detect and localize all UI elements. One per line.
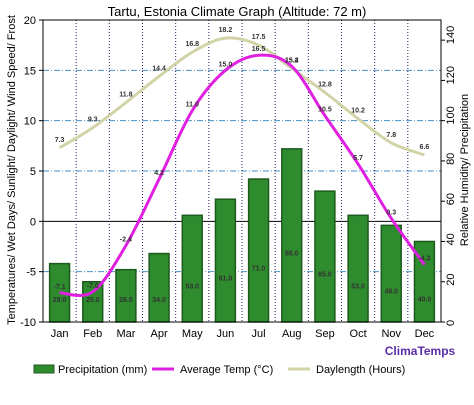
right-tick-label: 80 [445,153,457,165]
precip-value-label: 26.0 [119,297,133,304]
precip-value-label: 20.0 [86,297,100,304]
legend: Precipitation (mm) Average Temp (°C) Day… [33,364,405,376]
precip-bar [281,148,303,323]
precip-value-label: 86.0 [285,250,299,257]
x-tick-label: Jan [51,328,69,340]
precip-bar [148,252,170,323]
labels-layer: 29.0 20.0 26.0 34.0 53.0 61.0 71.0 86.0 65.0 53.0… [53,27,432,304]
x-tick-label: Apr [151,328,168,340]
x-tick-label: Sep [315,328,335,340]
precip-value-label: 48.0 [384,289,398,296]
x-tick-label: May [182,328,203,340]
left-tick-label: 20 [24,15,36,27]
left-tick-label: -5 [26,267,36,279]
left-tick-label: -10 [20,317,36,329]
precip-bar [181,214,203,323]
daylength-value-label: 6.6 [420,144,430,151]
x-tick-label: Nov [381,328,401,340]
legend-temp-label: Average Temp (°C) [180,364,273,376]
bars-layer [48,148,436,323]
x-tick-label: Oct [350,328,367,340]
precip-bar [380,224,402,323]
temp-value-label: 10.5 [318,107,332,114]
temp-value-label: -4.3 [418,256,430,263]
x-tick-label: Aug [282,328,302,340]
temp-value-label: 15.4 [285,57,299,64]
precip-bar [247,178,270,323]
temp-value-label: 15.0 [219,61,233,68]
precip-value-label: 61.0 [219,276,233,283]
daylength-value-label: 9.3 [88,117,98,124]
x-tick-label: Feb [83,328,102,340]
x-tick-label: Jun [217,328,235,340]
right-tick-label: 0 [445,320,457,326]
right-axis-label: Relative Humidity/ Precipitation [459,94,471,246]
precip-value-label: 53.0 [185,284,199,291]
precip-value-label: 34.0 [152,297,166,304]
x-tick-label: Mar [116,328,135,340]
precip-bar [115,268,137,323]
daylength-value-label: 18.2 [219,27,233,34]
brand-watermark: ClimaTemps [385,344,456,358]
precip-value-label: 71.0 [252,266,266,273]
daylength-value-label: 7.8 [386,132,396,139]
daylength-value-label: 16.8 [185,41,199,48]
right-tick-label: 100 [445,106,457,124]
daylength-value-label: 17.5 [252,34,266,41]
left-tick-label: 10 [24,116,36,128]
temp-value-label: -7.1 [54,284,66,291]
precip-value-label: 29.0 [53,297,67,304]
lines-layer [58,36,426,298]
precip-value-label: 53.0 [351,284,365,291]
daylength-value-label: 7.3 [55,137,65,144]
precip-value-label: 40.0 [418,297,432,304]
daylength-line [58,36,425,157]
daylength-value-label: 10.2 [351,108,365,115]
left-tick-label: 15 [24,65,36,77]
x-tick-label: Jul [252,328,266,340]
temp-value-label: 11.0 [186,102,199,109]
legend-day-label: Daylength (Hours) [316,364,405,376]
axes-layer: 20 15 10 5 0 -5 -10 140 120 100 80 60 40 20 0 Jan Feb Mar… [20,15,457,340]
left-tick-label: 0 [30,216,36,228]
precip-value-label: 65.0 [318,272,332,279]
right-tick-label: 120 [445,66,457,84]
right-tick-label: 60 [445,193,457,205]
temp-value-label: 4.2 [154,170,164,177]
temp-value-label: 5.7 [353,155,363,162]
precip-bar [214,198,237,323]
right-tick-label: 20 [445,273,457,285]
avg-temp-line [59,53,426,298]
right-tick-label: 40 [445,233,457,245]
daylength-value-label: 14.4 [152,65,166,72]
temp-value-label: -2.4 [120,236,132,243]
legend-precip-swatch [33,364,55,374]
temp-value-label: 0.3 [386,209,396,216]
precip-bar [314,190,336,323]
precip-bar [347,214,369,323]
x-tick-label: Dec [415,328,435,340]
right-tick-label: 140 [445,26,457,44]
temp-value-label: 16.5 [252,46,266,53]
daylength-value-label: 12.8 [318,81,332,88]
daylength-value-label: 11.8 [119,92,132,99]
daylength-value-label: 15.2 [285,57,299,64]
legend-precip-label: Precipitation (mm) [58,364,147,376]
left-axis-label: Temperatures/ Wet Days/ Sunlight/ Daylig… [6,15,18,325]
temp-value-label: -7.0 [87,283,99,290]
chart-title: Tartu, Estonia Climate Graph (Altitude: … [108,4,367,19]
left-tick-label: 5 [30,166,36,178]
